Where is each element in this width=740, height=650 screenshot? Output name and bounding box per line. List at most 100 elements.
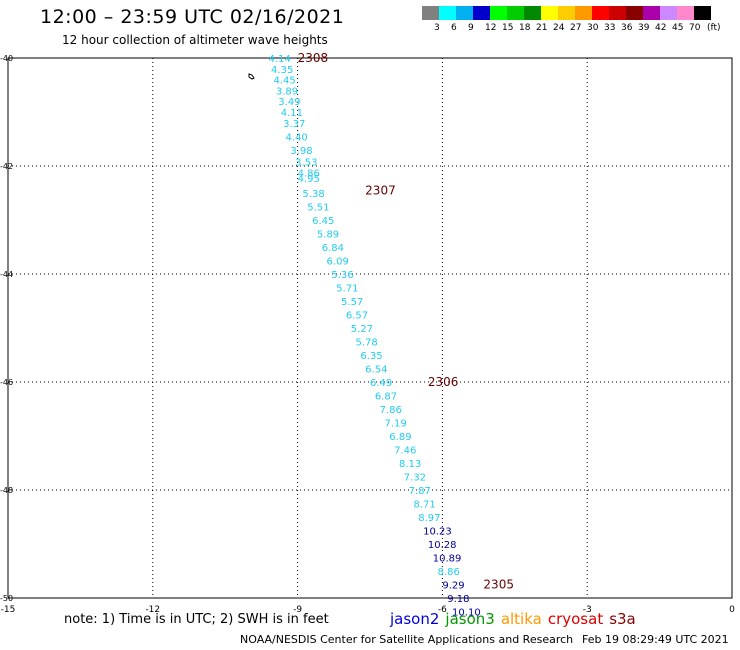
swh-value: 4.35: [271, 65, 293, 76]
satellite-name: cryosat: [547, 610, 604, 628]
swh-value: 4.14: [269, 54, 291, 65]
swh-value: 4.11: [281, 108, 303, 119]
swh-value: 6.87: [375, 392, 397, 403]
swh-value: 8.97: [418, 513, 440, 524]
legend-label: 42: [655, 23, 667, 33]
legend-swatch: [694, 6, 711, 20]
pass-time-label: 2305: [483, 578, 514, 592]
legend-label: 36: [621, 23, 633, 33]
legend-swatch: [507, 6, 524, 20]
swh-value: 4.95: [298, 174, 320, 185]
swh-value: 6.89: [389, 432, 411, 443]
swh-value: 8.86: [438, 567, 460, 578]
legend-unit: (ft): [707, 23, 721, 33]
swh-value: 6.35: [360, 351, 382, 362]
legend-label: 27: [570, 23, 582, 33]
swh-value: 6.45: [312, 216, 334, 227]
swh-value: 5.78: [356, 338, 378, 349]
legend-label: 39: [638, 23, 650, 33]
swh-value: 6.09: [327, 257, 349, 268]
legend-label: 33: [604, 23, 616, 33]
swh-value: 7.86: [380, 405, 402, 416]
legend-swatch: [643, 6, 660, 20]
legend-swatch: [524, 6, 541, 20]
legend-swatch: [592, 6, 609, 20]
legend-swatch: [490, 6, 507, 20]
swh-value: 7.46: [394, 446, 416, 457]
legend-label: 30: [587, 23, 599, 33]
x-tick-label: -6: [438, 605, 447, 615]
swh-value: 5.27: [351, 324, 373, 335]
legend-swatch: [609, 6, 626, 20]
island-outline: [248, 73, 255, 80]
map-frame: [7, 57, 733, 599]
y-tick-label: -44: [0, 270, 13, 279]
pass-time-label: 2308: [298, 51, 329, 65]
swh-value: 4.86: [298, 168, 320, 179]
swh-value: 4.40: [286, 132, 308, 143]
footer-note: note: 1) Time is in UTC; 2) SWH is in fe…: [64, 612, 329, 627]
legend-swatch: [575, 6, 592, 20]
page-title: 12:00 – 23:59 UTC 02/16/2021: [40, 6, 345, 28]
y-tick-label: -42: [0, 162, 13, 171]
pass-time-label: 2306: [428, 375, 459, 389]
swh-value: 5.89: [317, 230, 339, 241]
legend-label: 15: [502, 23, 514, 33]
swh-value: 8.13: [399, 459, 421, 470]
swh-value: 5.36: [331, 270, 353, 281]
swh-value: 7.32: [404, 473, 426, 484]
swh-value: 5.38: [302, 189, 324, 200]
swh-value: 8.71: [413, 500, 435, 511]
legend-label: 9: [468, 23, 474, 33]
legend-label: 6: [451, 23, 457, 33]
swh-value: 10.89: [433, 554, 462, 565]
timestamp: Feb 19 08:29:49 UTC 2021: [582, 633, 729, 646]
credit-text: NOAA/NESDIS Center for Satellite Applica…: [240, 633, 574, 646]
swh-value: 6.84: [322, 243, 344, 254]
legend-label: 12: [485, 23, 497, 33]
satellite-name: jason2: [390, 610, 440, 628]
legend-label: 45: [672, 23, 684, 33]
swh-value: 3.53: [295, 158, 317, 169]
satellite-name: jason3: [445, 610, 495, 628]
swh-value: 6.57: [346, 311, 368, 322]
swh-value: 7.87: [409, 486, 431, 497]
swh-value: 5.57: [341, 297, 363, 308]
x-tick-label: -12: [145, 605, 160, 615]
page-subtitle: 12 hour collection of altimeter wave hei…: [62, 33, 328, 47]
satellite-name: altika: [500, 610, 542, 628]
swh-value: 3.98: [290, 146, 312, 157]
x-tick-label: -3: [583, 605, 592, 615]
legend-label: 18: [519, 23, 531, 33]
swh-value: 10.10: [452, 608, 481, 619]
y-tick-label: -46: [0, 378, 13, 387]
swh-value: 3.49: [278, 97, 300, 108]
legend-swatch: [660, 6, 677, 20]
legend-label: 21: [536, 23, 548, 33]
satellite-name: s3a: [609, 610, 636, 628]
y-tick-label: -50: [0, 594, 13, 603]
legend-swatch: [456, 6, 473, 20]
legend-swatch: [677, 6, 694, 20]
swh-value: 6.54: [365, 365, 387, 376]
legend-label: 3: [434, 23, 440, 33]
legend-label: 24: [553, 23, 565, 33]
swh-value: 4.45: [273, 76, 295, 87]
swh-value: 9.29: [442, 581, 464, 592]
x-tick-label: -15: [1, 605, 16, 615]
legend-swatch: [473, 6, 490, 20]
pass-time-label: 2307: [365, 183, 396, 197]
y-tick-label: -40: [0, 54, 13, 63]
legend-swatch: [439, 6, 456, 20]
legend-swatch: [558, 6, 575, 20]
swh-value: 10.28: [428, 540, 457, 551]
satellite-legend: jason2 jason3 altika cryosat s3a: [390, 610, 642, 628]
swh-value: 6.49: [370, 378, 392, 389]
legend-swatch: [626, 6, 643, 20]
legend-swatch: [422, 6, 439, 20]
x-tick-label: -9: [293, 605, 302, 615]
y-tick-label: -48: [0, 486, 13, 495]
swh-value: 5.71: [336, 284, 358, 295]
swh-value: 5.51: [307, 203, 329, 214]
